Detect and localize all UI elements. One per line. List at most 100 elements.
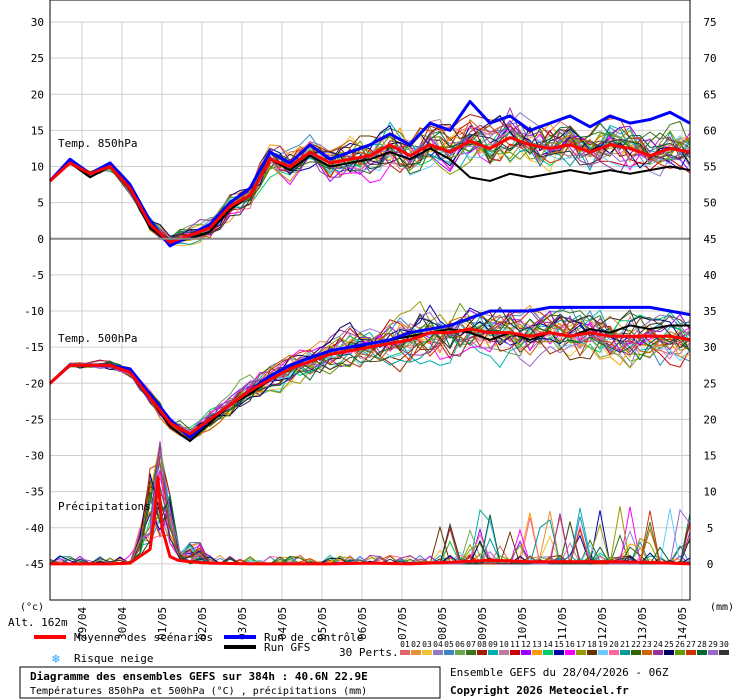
left-tick-label: 25: [31, 52, 44, 65]
run-info: Ensemble GEFS du 28/04/2026 - 06Z: [450, 666, 669, 679]
pert-swatch: [576, 650, 586, 655]
pert-number: 12: [521, 640, 531, 649]
pert-swatch: [477, 650, 487, 655]
pert-swatch: [664, 650, 674, 655]
legend-control-label: Run de contrôle: [264, 631, 363, 644]
pert-number: 29: [708, 640, 718, 649]
pert-swatch: [411, 650, 421, 655]
left-tick-label: 10: [31, 161, 44, 174]
pert-swatch: [697, 650, 707, 655]
plot-frame: [49, 0, 691, 601]
pert-swatch: [587, 650, 597, 655]
legend-perts-count: 30 Perts.: [339, 646, 399, 659]
pert-swatch: [642, 650, 652, 655]
right-tick-label: 40: [703, 269, 716, 282]
left-tick-label: 15: [31, 124, 44, 137]
pert-number: 16: [565, 640, 575, 649]
x-tick-label: 29/04: [76, 607, 89, 640]
info-box: [19, 666, 441, 699]
x-tick-label: 13/05: [636, 607, 649, 640]
right-tick-label: 25: [703, 377, 716, 390]
pert-swatch: [510, 650, 520, 655]
altitude-label: Alt. 162m: [8, 616, 68, 629]
pert-number: 15: [554, 640, 564, 649]
snowflake-icon: ❄: [51, 652, 60, 667]
x-tick-label: 09/05: [476, 607, 489, 640]
left-tick-label: -45: [24, 558, 44, 571]
pert-number: 08: [477, 640, 487, 649]
gfs-line-850: [49, 147, 691, 244]
control-line-500: [48, 305, 691, 439]
left-tick-label: -40: [24, 522, 44, 535]
pert-line-850: [49, 106, 691, 245]
right-tick-label: 55: [703, 161, 716, 174]
left-tick-label: 30: [31, 16, 44, 29]
x-tick-label: 14/05: [676, 607, 689, 640]
pert-swatch: [554, 650, 564, 655]
pert-line-500: [49, 320, 691, 443]
pert-number: 26: [675, 640, 685, 649]
pert-swatch: [521, 650, 531, 655]
x-tick-labels: 29/04 30/04 01/05 02/05 03/05 04/05 05/05 06/05…: [76, 607, 689, 640]
mean-line-precip: [50, 475, 691, 566]
copyright: Copyright 2026 Meteociel.fr: [450, 684, 629, 697]
pert-line-850: [49, 118, 691, 244]
x-tick-label: 08/05: [436, 607, 449, 640]
panel-label-precip: Précipitations: [58, 500, 151, 513]
pert-line-500: [49, 300, 691, 440]
right-tick-label: 60: [703, 124, 716, 137]
pert-swatch: [708, 650, 718, 655]
pert-swatch: [400, 650, 410, 655]
pert-line-850: [49, 114, 691, 237]
main-series-lines: [48, 99, 691, 566]
right-tick-label: 30: [703, 341, 716, 354]
pert-swatch: [455, 650, 465, 655]
pert-number: 10: [499, 640, 509, 649]
right-tick-label: 75: [703, 16, 716, 29]
pert-number: 30: [719, 640, 729, 649]
legend-mean-label: Moyenne des scénarios: [74, 631, 213, 644]
panel-label-t500: Temp. 500hPa: [58, 332, 137, 345]
right-tick-label: 35: [703, 305, 716, 318]
pert-number: 23: [642, 640, 652, 649]
pert-swatch: [444, 650, 454, 655]
x-tick-label: 01/05: [156, 607, 169, 640]
x-tick-label: 10/05: [516, 607, 529, 640]
pert-number: 02: [411, 640, 421, 649]
pert-number: 20: [609, 640, 619, 649]
pert-number: 24: [653, 640, 663, 649]
pert-swatch: [598, 650, 608, 655]
x-tick-label: 04/05: [276, 607, 289, 640]
legend-snow-label: Risque neige: [74, 652, 153, 665]
left-tick-label: -20: [24, 377, 44, 390]
pert-number: 04: [433, 640, 443, 649]
pert-swatch: [422, 650, 432, 655]
pert-number: 25: [664, 640, 674, 649]
pert-line-850: [49, 112, 691, 245]
pert-swatch: [499, 650, 509, 655]
pert-number: 27: [686, 640, 696, 649]
left-unit: (°c): [20, 602, 44, 613]
right-tick-label: 20: [703, 413, 716, 426]
pert-number: 05: [444, 640, 454, 649]
pert-swatch: [631, 650, 641, 655]
pert-number: 09: [488, 640, 498, 649]
right-tick-label: 5: [707, 522, 714, 535]
axes: [49, 0, 691, 601]
panel-label-t850: Temp. 850hPa: [58, 137, 137, 150]
x-tick-label: 30/04: [116, 607, 129, 640]
pert-line-850: [49, 121, 691, 243]
pert-swatch: [532, 650, 542, 655]
left-tick-label: -35: [24, 486, 44, 499]
chart-title: Diagramme des ensembles GEFS sur 384h : …: [30, 670, 368, 683]
pert-line-850: [49, 115, 691, 244]
x-tick-label: 07/05: [396, 607, 409, 640]
pert-swatch: [466, 650, 476, 655]
left-tick-label: -5: [31, 269, 44, 282]
right-unit: (mm): [710, 602, 734, 613]
pert-swatch: [653, 650, 663, 655]
right-tick-label: 10: [703, 486, 716, 499]
pert-line-500: [49, 302, 691, 437]
